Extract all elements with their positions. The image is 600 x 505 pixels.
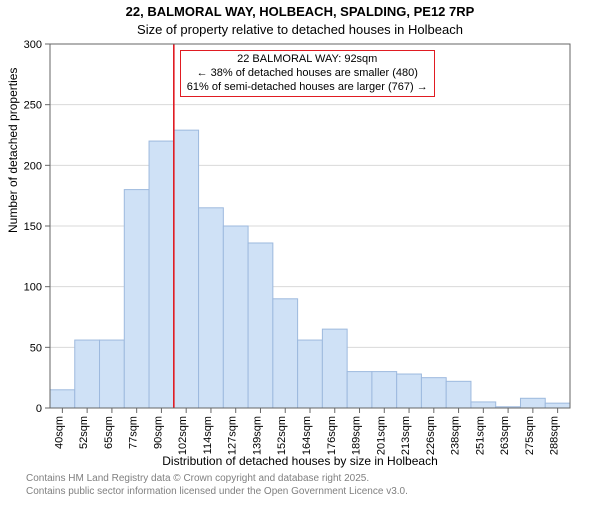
histogram-bar <box>248 243 273 408</box>
legend-line-3: 61% of semi-detached houses are larger (… <box>187 81 428 95</box>
x-tick-label: 114sqm <box>202 416 214 454</box>
x-tick-label: 275sqm <box>524 416 536 455</box>
x-tick-label: 152sqm <box>276 416 288 455</box>
chart-title: 22, BALMORAL WAY, HOLBEACH, SPALDING, PE… <box>0 4 600 19</box>
histogram-bar <box>75 340 100 408</box>
histogram-bar <box>372 372 397 408</box>
x-tick-label: 213sqm <box>400 416 412 455</box>
chart-container: 22, BALMORAL WAY, HOLBEACH, SPALDING, PE… <box>0 0 600 500</box>
histogram-bar <box>471 402 496 408</box>
histogram-bar <box>347 372 372 408</box>
legend-line-2: ← 38% of detached houses are smaller (48… <box>187 67 428 81</box>
x-axis-label: Distribution of detached houses by size … <box>0 454 600 468</box>
histogram-bar <box>298 340 323 408</box>
x-tick-label: 201sqm <box>375 416 387 455</box>
svg-text:250: 250 <box>24 100 42 112</box>
x-tick-label: 40sqm <box>53 416 65 449</box>
marker-legend: 22 BALMORAL WAY: 92sqm ← 38% of detached… <box>180 50 435 97</box>
credits-line-1: Contains HM Land Registry data © Crown c… <box>26 473 408 486</box>
x-tick-label: 65sqm <box>103 416 115 449</box>
svg-text:50: 50 <box>30 342 42 354</box>
x-tick-label: 176sqm <box>326 416 338 455</box>
histogram-bar <box>50 390 75 408</box>
svg-text:150: 150 <box>24 221 42 233</box>
x-tick-label: 238sqm <box>450 416 462 455</box>
y-axis-label: Number of detached properties <box>6 68 20 233</box>
histogram-bar <box>100 340 125 408</box>
svg-text:100: 100 <box>24 282 42 294</box>
histogram-bar <box>446 381 471 408</box>
x-tick-label: 251sqm <box>474 416 486 455</box>
credits-block: Contains HM Land Registry data © Crown c… <box>26 473 408 498</box>
svg-text:200: 200 <box>24 160 42 172</box>
x-tick-label: 90sqm <box>152 416 164 449</box>
x-tick-label: 127sqm <box>227 416 239 455</box>
svg-text:300: 300 <box>24 39 42 51</box>
chart-subtitle: Size of property relative to detached ho… <box>0 22 600 37</box>
x-tick-label: 226sqm <box>425 416 437 455</box>
histogram-bar <box>421 378 446 408</box>
x-tick-label: 52sqm <box>78 416 90 449</box>
x-tick-label: 189sqm <box>351 416 363 455</box>
histogram-bar <box>273 299 298 408</box>
credits-line-2: Contains public sector information licen… <box>26 486 408 499</box>
x-tick-label: 77sqm <box>128 416 140 449</box>
histogram-bar <box>520 398 545 408</box>
x-tick-label: 164sqm <box>301 416 313 455</box>
histogram-bar <box>199 208 224 408</box>
histogram-bar <box>149 141 174 408</box>
histogram-bar <box>174 130 199 408</box>
histogram-bar <box>322 329 347 408</box>
histogram-bar <box>223 226 248 408</box>
x-tick-label: 102sqm <box>177 416 189 455</box>
svg-text:0: 0 <box>36 403 42 415</box>
histogram-bar <box>124 190 149 408</box>
histogram-bar <box>397 374 422 408</box>
histogram-bar <box>545 403 570 408</box>
x-tick-label: 263sqm <box>499 416 511 455</box>
x-tick-label: 288sqm <box>549 416 561 455</box>
x-tick-label: 139sqm <box>251 416 263 455</box>
legend-line-1: 22 BALMORAL WAY: 92sqm <box>187 53 428 67</box>
